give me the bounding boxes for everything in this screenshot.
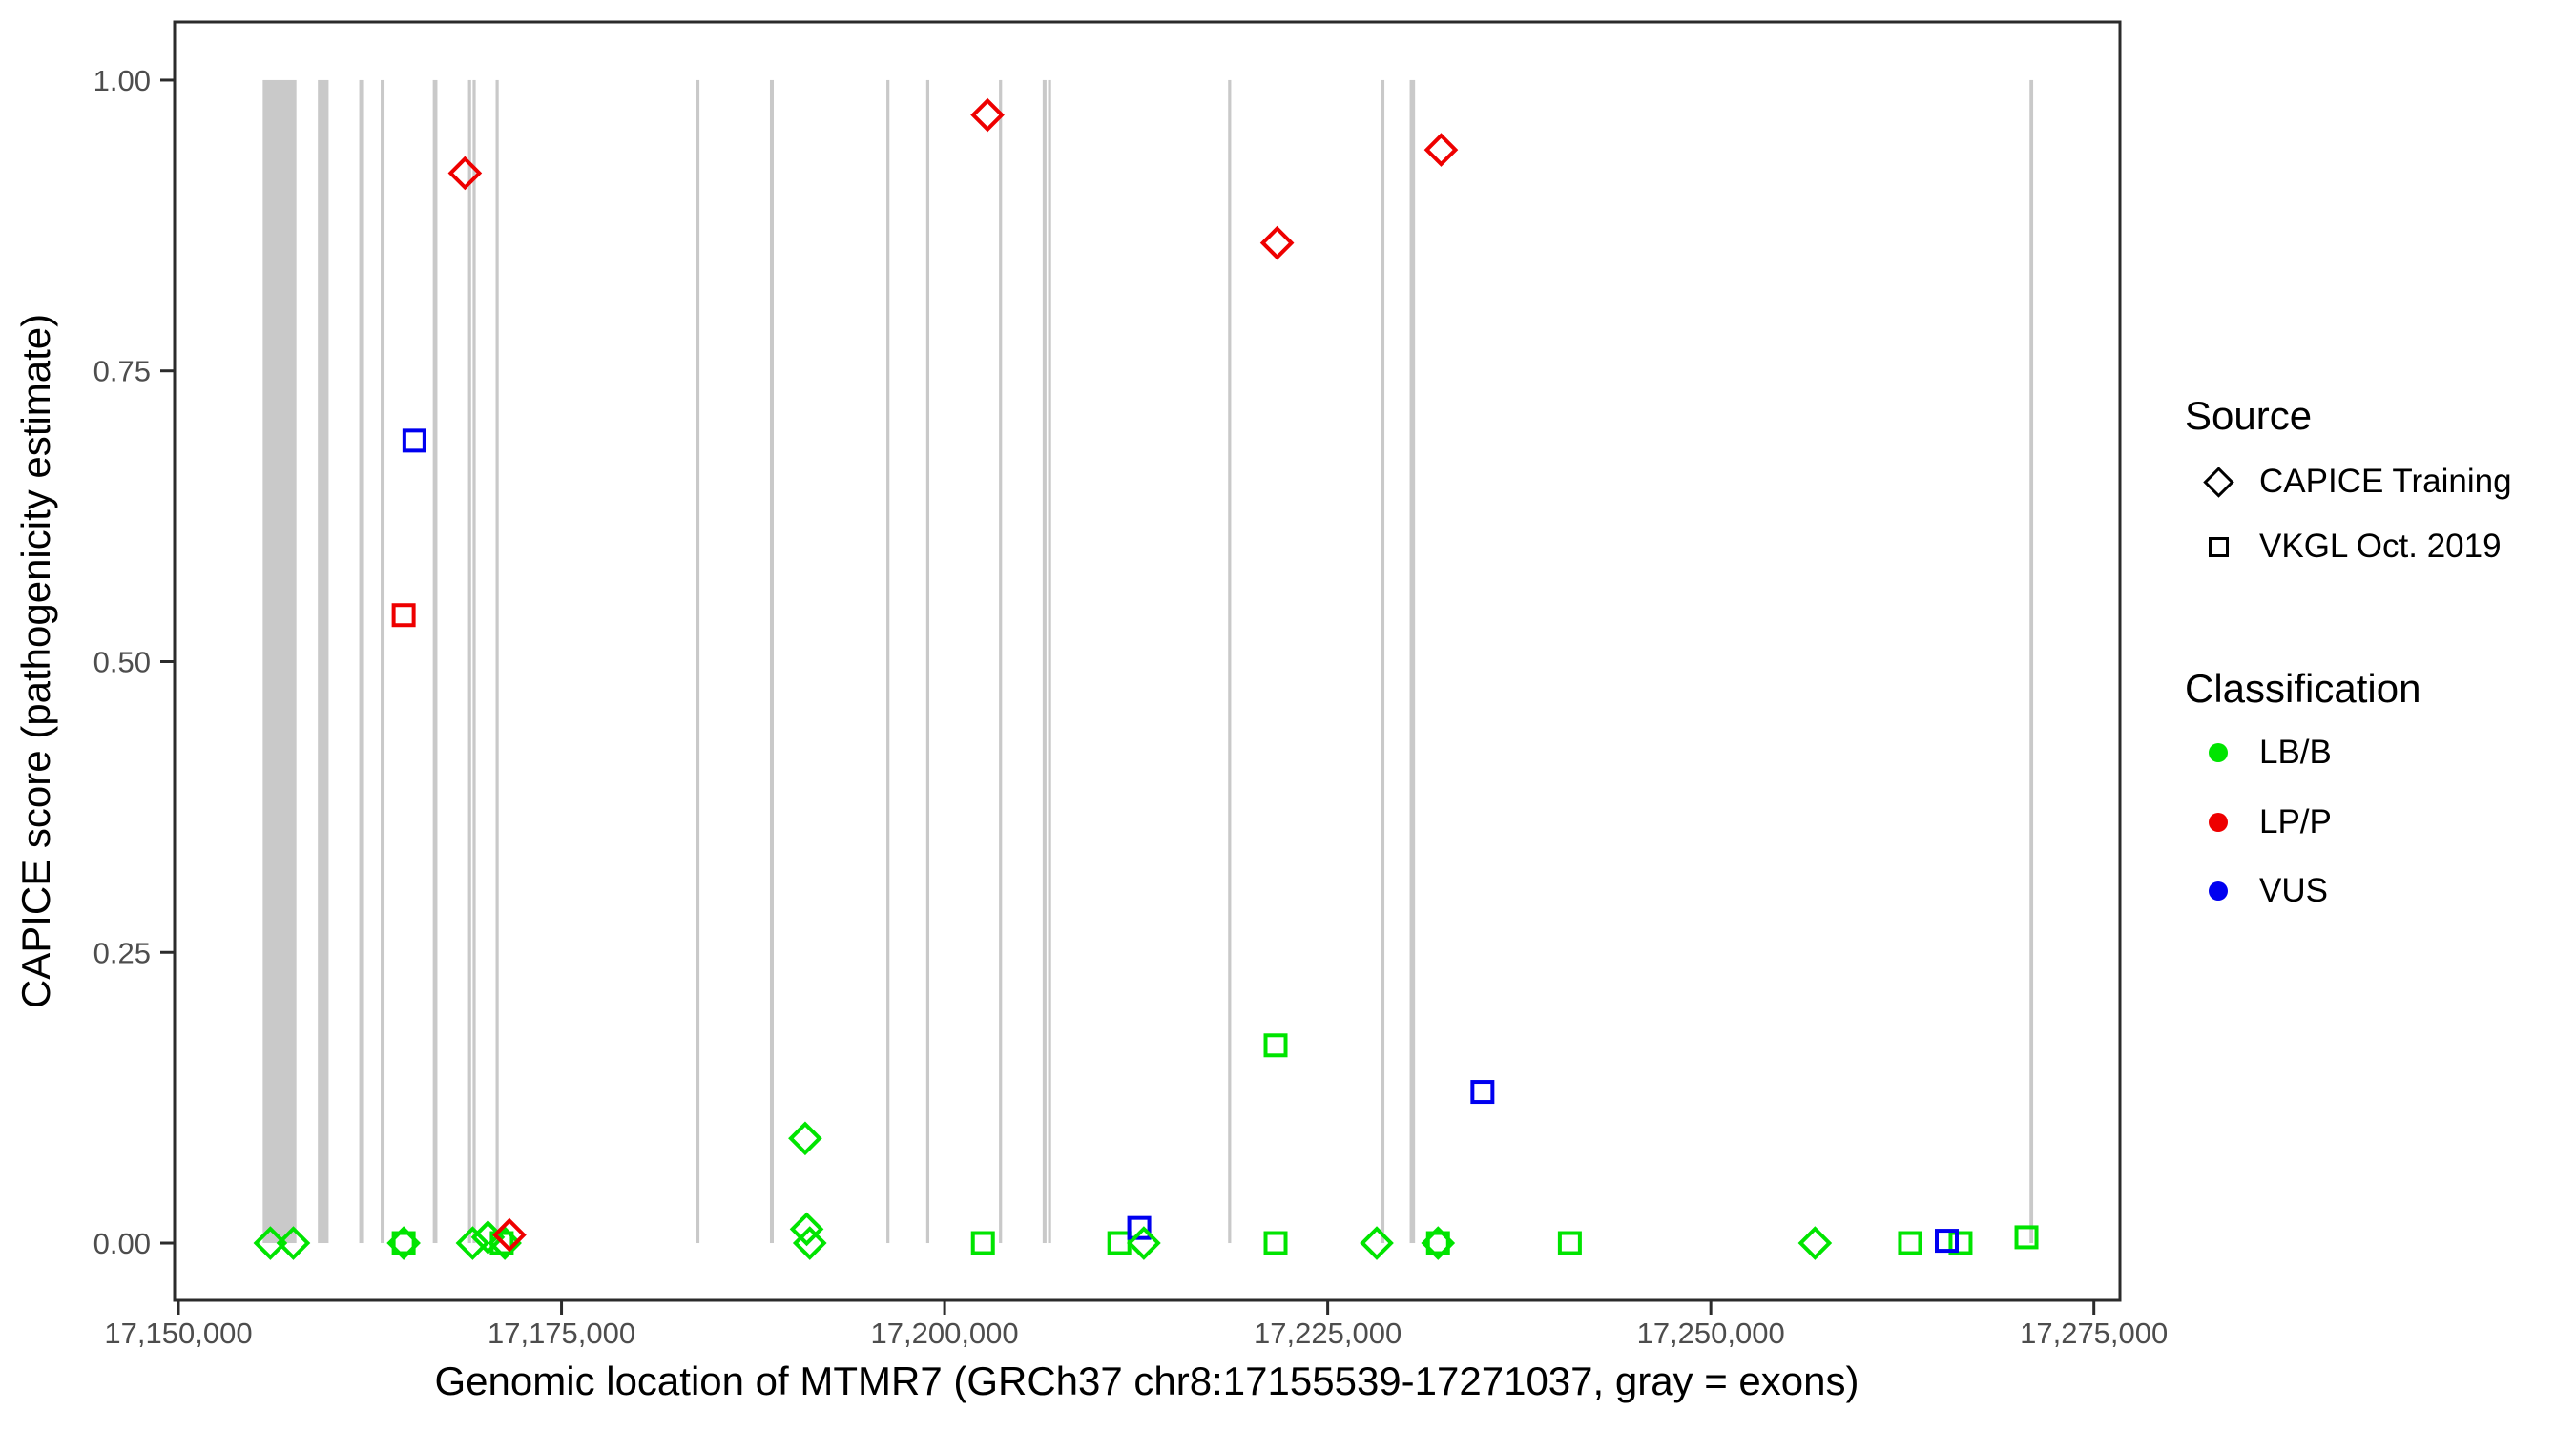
x-tick-label: 17,225,000 [1254,1317,1402,1350]
x-tick-label: 17,200,000 [871,1317,1019,1350]
exon-bar [925,79,930,1244]
legend-item-label: VUS [2259,872,2328,909]
legend-source-title: Source [2185,393,2313,438]
data-point [1263,1033,1288,1058]
y-tick-label: 0.75 [93,355,151,388]
data-point [970,97,1005,133]
exon-bar [2029,79,2034,1244]
data-point [1127,1226,1161,1260]
x-tick-label: 17,150,000 [104,1317,252,1350]
data-point [455,1226,490,1260]
data-point [1360,1226,1394,1260]
exon-bar [467,79,471,1244]
x-tick-label: 17,250,000 [1637,1317,1785,1350]
legend: Source CAPICE Training VKGL Oct. 2019 Cl… [2185,0,2571,1431]
exon-bar [262,79,297,1244]
data-point [1263,1231,1288,1255]
data-point [488,1226,522,1260]
x-tick-label: 17,175,000 [488,1317,635,1350]
red-dot-icon [2209,813,2228,832]
exon-bars [262,79,2034,1244]
blue-dot-icon [2209,881,2228,901]
data-point [1557,1231,1582,1255]
data-point [789,1212,824,1247]
legend-item-vkgl: VKGL Oct. 2019 [2185,521,2502,572]
exon-bar [359,79,364,1244]
square-key-icon [2208,536,2229,557]
green-dot-icon [2209,743,2228,762]
data-point [391,1231,416,1255]
exon-bar [472,79,476,1244]
legend-item-label: VKGL Oct. 2019 [2259,528,2502,565]
legend-item-lpp: LP/P [2185,797,2332,848]
x-axis-ticks: 17,150,000 17,175,000 17,200,000 17,225,000… [104,1300,2168,1350]
data-point [970,1231,995,1255]
exon-bar [1409,79,1416,1244]
y-tick-label: 0.50 [93,645,151,678]
exon-bar [1042,79,1047,1244]
diamond-key-icon [2202,466,2234,498]
exon-bar [318,79,329,1244]
data-point [1948,1231,1973,1255]
data-point [1935,1229,1960,1254]
data-point [402,428,426,453]
y-tick-label: 0.00 [93,1227,151,1260]
legend-classification-title: Classification [2185,666,2421,711]
data-point [2014,1225,2039,1250]
exon-bar [1228,79,1232,1244]
data-point [1797,1226,1833,1260]
data-point [1259,225,1295,260]
data-point [1470,1080,1495,1105]
data-point [391,603,416,628]
exon-bar [432,79,438,1244]
data-point [1423,133,1459,167]
data-point [788,1121,822,1156]
exon-bar [1048,79,1051,1244]
y-tick-label: 1.00 [93,64,151,97]
plot-panel-border [173,20,2122,1302]
exon-bar [769,79,775,1244]
data-point [1421,1226,1456,1260]
exon-bar [1381,79,1385,1244]
legend-item-vus: VUS [2185,865,2328,917]
data-points [253,97,2039,1260]
data-point [492,1217,527,1253]
data-point [1898,1231,1922,1255]
exon-bar [495,79,499,1244]
data-point [447,156,483,191]
legend-item-label: CAPICE Training [2259,463,2512,500]
exon-bar [999,79,1003,1244]
legend-item-capice-training: CAPICE Training [2185,456,2512,508]
data-point [253,1226,288,1260]
exon-bar [886,79,890,1244]
x-axis-title: Genomic location of MTMR7 (GRCh37 chr8:1… [435,1358,1859,1403]
legend-item-lbb: LB/B [2185,727,2332,778]
legend-item-label: LB/B [2259,734,2332,771]
exon-bar [696,79,700,1244]
data-point [276,1226,311,1260]
exon-bar [381,79,385,1244]
data-point [386,1226,421,1260]
x-tick-label: 17,275,000 [2020,1317,2168,1350]
data-point [1127,1215,1152,1240]
y-axis-title: CAPICE score (pathogenicity estimate) [13,314,58,1008]
data-point [1425,1231,1450,1255]
y-tick-label: 0.25 [93,936,151,969]
data-point [792,1226,827,1260]
legend-item-label: LP/P [2259,803,2332,840]
y-axis-ticks: 0.00 0.25 0.50 0.75 1.00 [93,64,175,1260]
data-point [1107,1231,1132,1255]
